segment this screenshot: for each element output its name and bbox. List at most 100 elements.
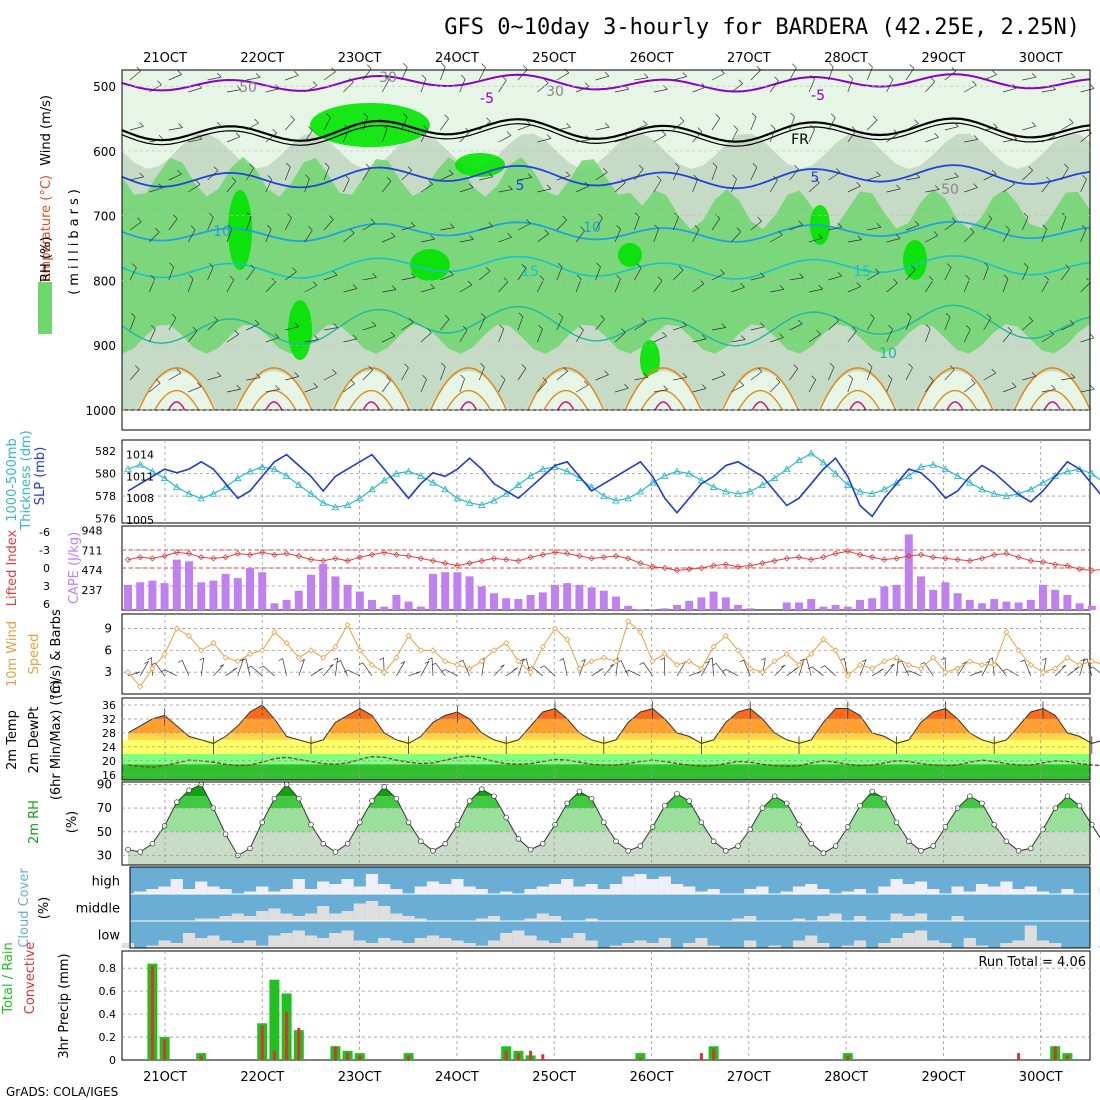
panel-side-label: 10m Wind xyxy=(5,621,20,687)
wind-barb xyxy=(479,222,494,231)
rh-marker xyxy=(503,814,509,821)
wind-barb xyxy=(129,172,144,181)
cloud-bar xyxy=(329,884,342,894)
cloud-bar xyxy=(634,940,647,948)
wind-barb xyxy=(323,369,337,381)
cloud-bar xyxy=(841,945,854,948)
date-tick-label: 28OCT xyxy=(824,1070,868,1085)
temp-contour-orange xyxy=(154,390,200,411)
cape-bar xyxy=(746,608,755,610)
wind-barb xyxy=(246,319,260,331)
wind-barb xyxy=(505,667,518,677)
wind-barb xyxy=(440,270,454,281)
wind-barb xyxy=(689,670,702,677)
lifted-index-marker xyxy=(185,550,193,557)
wind-barb xyxy=(884,663,895,677)
wind-barb xyxy=(576,181,590,193)
wind-barb xyxy=(739,659,751,676)
rh-marker xyxy=(723,848,729,854)
thickness-marker xyxy=(1027,485,1035,493)
cape-bar xyxy=(782,602,791,610)
rh-line xyxy=(127,783,1100,857)
thickness-marker xyxy=(197,494,205,502)
wind-barb xyxy=(808,74,815,93)
cape-bar xyxy=(416,606,425,610)
wind-barb xyxy=(478,117,491,131)
lifted-index-marker xyxy=(698,564,705,572)
wind-barb xyxy=(761,657,766,676)
wind-barb xyxy=(343,175,350,193)
thickness-marker xyxy=(441,485,449,493)
cape-bar xyxy=(429,573,437,610)
wind-barb xyxy=(886,234,901,243)
wind-barb xyxy=(624,669,641,677)
wind-speed-marker xyxy=(832,647,839,654)
wind-barb xyxy=(1022,72,1037,81)
lifted-index-marker xyxy=(832,550,839,557)
wind-barb xyxy=(981,660,991,676)
wind-barb xyxy=(712,662,727,677)
panel-side-label: SLP (mb) xyxy=(33,447,48,506)
cloud-bar xyxy=(463,886,476,894)
wind-speed-marker xyxy=(222,654,229,661)
thickness-marker xyxy=(429,478,437,486)
wind-speed-marker xyxy=(856,661,864,668)
wind-tick: 9 xyxy=(104,622,112,636)
wind-barb xyxy=(750,367,763,381)
lifted-index-marker xyxy=(539,551,546,558)
cloud-bar xyxy=(317,881,330,894)
cloud-bar xyxy=(1000,943,1013,948)
wind-barb xyxy=(539,665,556,677)
cape-bar xyxy=(282,599,291,610)
wind-speed-marker xyxy=(844,672,851,679)
wind-barb xyxy=(731,227,742,243)
wind-barb xyxy=(750,216,762,231)
wind-barb xyxy=(894,657,899,676)
wind-barb xyxy=(556,262,563,281)
wind-barb xyxy=(731,174,737,193)
cape-bar xyxy=(258,572,267,610)
cloud-cover-panel: high middle low Cloud Cover (%) xyxy=(17,866,1100,949)
cloud-bar xyxy=(280,913,293,921)
cloud-bar xyxy=(500,891,513,894)
cloud-bar xyxy=(524,918,537,921)
wind-barb xyxy=(1080,333,1095,343)
cloud-bar xyxy=(963,891,976,894)
cape-bar xyxy=(1014,602,1023,610)
pressure-tick: 900 xyxy=(93,339,116,353)
wind-barb xyxy=(944,122,959,131)
cloud-bar xyxy=(622,876,635,894)
date-tick-label: 24OCT xyxy=(435,51,479,66)
wind-barb xyxy=(1022,262,1029,281)
wind-barb xyxy=(362,64,372,81)
wind-barb xyxy=(789,273,804,281)
cape-bar xyxy=(453,572,462,610)
wind-barb xyxy=(304,81,318,93)
panel-side-label: Lifted Index xyxy=(5,529,20,606)
wind-barb xyxy=(944,365,955,381)
wind-speed-marker xyxy=(185,632,193,639)
thickness-marker xyxy=(978,485,986,493)
wind-barb xyxy=(774,664,786,677)
precip-conv-bar xyxy=(541,1054,545,1060)
lifted-index-marker xyxy=(722,561,729,568)
wind-speed-marker xyxy=(149,665,156,672)
wind-barb xyxy=(458,659,470,676)
thickness-marker xyxy=(331,503,340,511)
wind-barb xyxy=(575,325,584,343)
wind-barb xyxy=(983,70,997,81)
wind-barb xyxy=(1041,224,1048,243)
temp-band xyxy=(128,732,1090,740)
cloud-bar xyxy=(805,935,818,948)
lifted-index-marker xyxy=(893,555,900,562)
cape-bar xyxy=(343,584,352,610)
slp-line xyxy=(127,453,1100,518)
precip-conv-bar xyxy=(346,1053,350,1060)
wind-speed-marker xyxy=(698,665,705,672)
lifted-index-marker xyxy=(368,551,376,558)
lifted-index-marker xyxy=(905,552,912,560)
rh-marker xyxy=(686,798,692,804)
wind-speed-marker xyxy=(466,665,473,672)
cloud-bar xyxy=(402,943,415,948)
